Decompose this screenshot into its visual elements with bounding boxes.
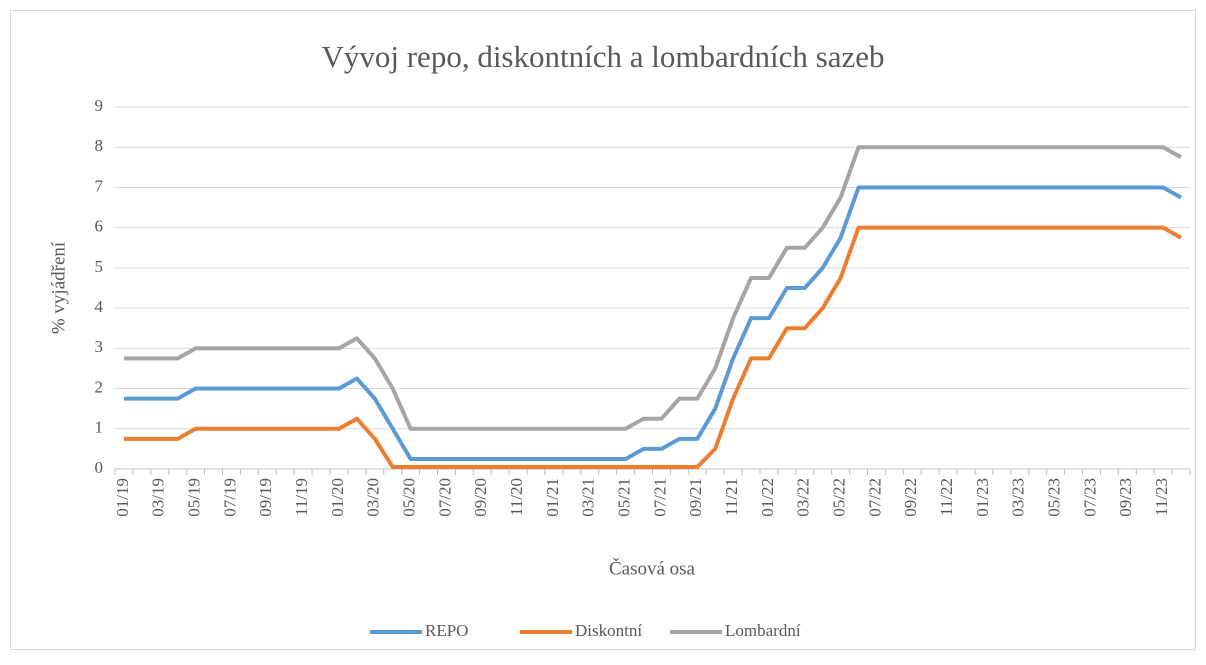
x-tick-label: 09/22 [901, 478, 920, 517]
y-tick-label: 7 [95, 176, 104, 195]
y-tick-label: 1 [95, 418, 104, 437]
x-tick-label: 11/21 [722, 478, 741, 516]
legend-label: Lombardní [725, 621, 801, 640]
y-tick-label: 8 [95, 136, 104, 155]
x-tick-label: 01/23 [973, 478, 992, 517]
series-line [123, 225, 1183, 469]
series-line [123, 145, 1183, 431]
x-tick-label: 07/22 [865, 478, 884, 517]
x-tick-label: 05/19 [185, 478, 204, 517]
x-tick-label: 01/22 [758, 478, 777, 517]
x-tick-label: 07/21 [650, 478, 669, 517]
x-tick-label: 11/23 [1152, 478, 1171, 516]
x-tick-label: 09/21 [686, 478, 705, 517]
x-tick-label: 03/19 [149, 478, 168, 517]
legend-label: REPO [425, 621, 468, 640]
x-tick-label: 05/22 [830, 478, 849, 517]
y-tick-label: 3 [95, 337, 104, 356]
chart-border [10, 10, 1196, 650]
x-tick-label: 11/22 [937, 478, 956, 516]
x-tick-label: 01/20 [328, 478, 347, 517]
x-tick-label: 03/23 [1009, 478, 1028, 517]
x-tick-label: 01/19 [113, 478, 132, 517]
x-tick-label: 09/23 [1116, 478, 1135, 517]
legend-label: Diskontní [575, 621, 642, 640]
x-tick-label: 07/19 [220, 478, 239, 517]
x-tick-label: 11/20 [507, 478, 526, 516]
y-tick-label: 9 [95, 96, 104, 115]
x-tick-label: 03/20 [364, 478, 383, 517]
x-tick-label: 05/23 [1045, 478, 1064, 517]
x-tick-label: 07/23 [1080, 478, 1099, 517]
y-tick-label: 4 [95, 297, 104, 316]
y-tick-label: 6 [95, 217, 104, 236]
chart-title: Vývoj repo, diskontních a lombardních sa… [321, 39, 884, 74]
x-tick-label: 09/19 [256, 478, 275, 517]
x-tick-label: 03/21 [579, 478, 598, 517]
x-tick-label: 11/19 [292, 478, 311, 516]
y-tick-label: 0 [95, 458, 104, 477]
x-tick-label: 05/20 [400, 478, 419, 517]
x-axis-label: Časová osa [609, 557, 696, 579]
x-tick-label: 05/21 [615, 478, 634, 517]
y-axis-label: % vyjádření [48, 241, 69, 334]
series-line [123, 185, 1183, 461]
y-tick-label: 2 [95, 377, 104, 396]
x-tick-label: 03/22 [794, 478, 813, 517]
x-tick-label: 09/20 [471, 478, 490, 517]
x-tick-label: 07/20 [435, 478, 454, 517]
x-tick-label: 01/21 [543, 478, 562, 517]
y-tick-label: 5 [95, 257, 104, 276]
